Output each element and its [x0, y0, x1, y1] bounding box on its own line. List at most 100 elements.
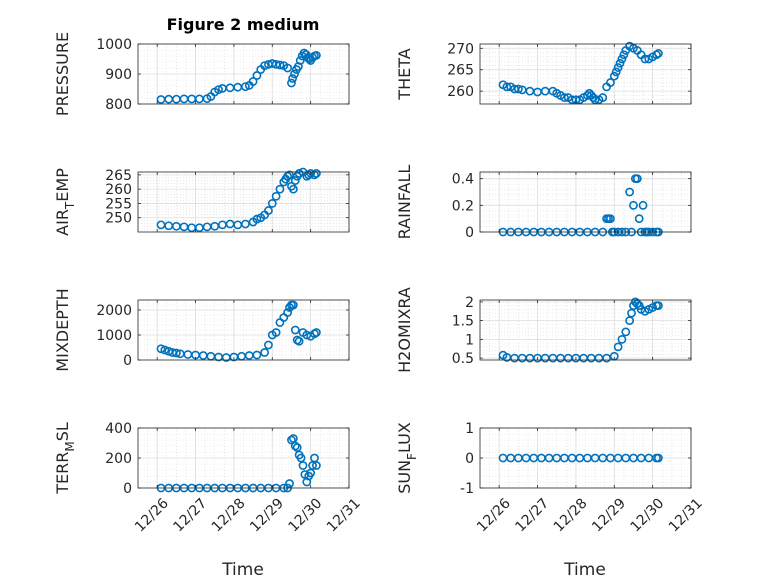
data-point — [287, 435, 296, 445]
y-axis-label: H2OMIXRA — [395, 287, 414, 373]
subplot-pressure: 800 900 1000 PRESSURE — [53, 32, 350, 116]
y-tick-label: 270 — [447, 41, 474, 57]
data-point — [252, 350, 262, 360]
data-point — [288, 184, 298, 194]
data-point — [248, 77, 258, 86]
data-point — [214, 85, 223, 94]
data-point — [560, 93, 569, 102]
x-tick-label: 12/30 — [286, 495, 326, 535]
y-axis-label: TERRMSL — [53, 422, 77, 495]
subplot-mixdepth: 0 1000 2000 MIXDEPTH — [53, 288, 350, 372]
y-axis-label-subscript: T — [63, 201, 77, 210]
x-axis-label-right: Time — [563, 560, 606, 580]
y-tick-label: 1000 — [96, 328, 132, 344]
x-tick-label: 12/28 — [551, 495, 591, 535]
data-point — [290, 325, 300, 335]
y-tick-label: 800 — [105, 97, 132, 113]
axes-frame — [137, 299, 350, 361]
data-point — [275, 184, 285, 194]
data-point — [252, 71, 262, 80]
subplot-theta: 260 265 270 THETA — [395, 41, 692, 105]
data-point — [613, 63, 623, 72]
x-tick-label: 12/28 — [209, 495, 249, 535]
data-point — [306, 169, 316, 178]
data-point — [311, 51, 321, 60]
y-tick-label: 200 — [105, 451, 132, 467]
y-tick-label: 400 — [105, 421, 132, 437]
y-axis-label-rest: LUX — [395, 422, 414, 453]
data-point — [640, 54, 650, 64]
data-point — [295, 56, 305, 65]
data-point — [264, 340, 273, 350]
axes-frame — [479, 43, 692, 105]
y-tick-label: 1 — [465, 332, 474, 348]
data-point — [625, 187, 635, 197]
data-series — [498, 41, 663, 105]
y-tick-label: 2000 — [96, 303, 132, 319]
y-axis-label-main: TERR — [53, 452, 72, 495]
y-axis-label: RAINFALL — [395, 165, 414, 240]
x-tick-label: 12/27 — [512, 495, 552, 535]
y-axis-label: SUNFLUX — [395, 422, 419, 494]
y-tick-label: 255 — [105, 196, 132, 212]
data-point — [617, 334, 627, 344]
data-point — [283, 171, 293, 181]
y-axis-label: MIXDEPTH — [53, 288, 72, 371]
y-axis-label: THETA — [395, 48, 414, 100]
data-point — [617, 54, 627, 64]
x-axis-label-left: Time — [221, 560, 264, 580]
data-point — [638, 200, 648, 210]
y-axis-label-subscript: F — [405, 453, 419, 460]
data-point — [606, 214, 615, 224]
data-point — [513, 84, 523, 94]
data-point — [241, 219, 250, 229]
data-series — [156, 48, 321, 104]
y-axis-label-subscript: M — [63, 441, 77, 451]
x-tick-label: 12/31 — [666, 495, 706, 535]
y-tick-label: 0.5 — [452, 351, 474, 367]
data-point — [502, 82, 512, 92]
y-tick-label: 1.5 — [452, 314, 474, 330]
x-tick-label: 12/27 — [170, 495, 210, 535]
data-point — [290, 176, 300, 185]
data-point — [606, 78, 615, 87]
data-point — [629, 200, 638, 210]
data-point — [283, 63, 293, 73]
data-series — [498, 297, 663, 363]
data-point — [271, 191, 281, 201]
data-point — [653, 301, 663, 311]
data-point — [290, 441, 300, 451]
data-point — [294, 169, 304, 178]
y-axis-label: AIRTEMP — [53, 168, 77, 236]
data-point — [311, 169, 321, 178]
y-tick-label: 250 — [105, 211, 132, 227]
data-point — [615, 58, 625, 68]
x-tick-label: 12/26 — [474, 495, 514, 535]
data-point — [311, 328, 321, 337]
y-tick-label: 2 — [465, 295, 474, 311]
data-point — [288, 74, 298, 83]
data-point — [653, 453, 663, 463]
data-point — [241, 82, 250, 91]
data-point — [164, 346, 174, 356]
x-tick-label: 12/26 — [132, 495, 172, 535]
data-point — [271, 328, 281, 337]
data-point — [613, 342, 623, 352]
x-tick-label: 12/29 — [589, 495, 629, 535]
y-tick-label: 0 — [123, 481, 132, 497]
subplot-rainfall: 0 0.2 0.4 RAINFALL — [395, 165, 692, 241]
subplot-h2omixra: 0.5 1 1.5 2 H2OMIXRA — [395, 287, 692, 373]
data-point — [264, 206, 273, 215]
axes-frame — [137, 171, 350, 233]
y-tick-label: 0.2 — [452, 198, 474, 214]
y-axis-label-main: SUN — [395, 460, 414, 494]
y-tick-label: 0 — [123, 353, 132, 369]
data-point — [252, 214, 262, 224]
data-point — [298, 461, 308, 470]
data-point — [260, 348, 269, 357]
y-axis-label-rest: SL — [53, 422, 72, 441]
